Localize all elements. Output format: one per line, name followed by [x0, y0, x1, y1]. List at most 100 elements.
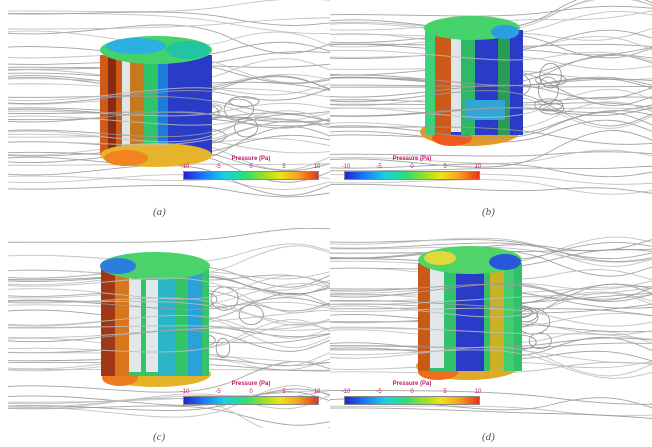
streamline	[8, 163, 330, 166]
streamline	[330, 149, 652, 164]
colorbar-title: Pressure (Pa)	[231, 156, 271, 162]
colorbar-tick: 10	[313, 164, 321, 170]
colorbar-tick: -10	[341, 164, 351, 170]
colorbar-tick: 5	[443, 164, 447, 170]
streamline	[330, 246, 652, 263]
colorbar-tick: 10	[313, 389, 321, 395]
colorbar-gradient	[344, 396, 480, 405]
streamline	[330, 361, 652, 374]
colorbar-tick: -10	[180, 164, 190, 170]
panel-d: Pressure (Pa) -10 -5 0 5 10	[330, 228, 652, 428]
streamline	[330, 283, 652, 308]
colorbar-tick: 0	[410, 389, 414, 395]
streamline	[330, 46, 652, 60]
streamline	[330, 241, 652, 263]
colorbar-ticks: -10 -5 0 5 10	[181, 164, 321, 171]
colorbar-gradient	[183, 171, 319, 180]
panel-c: Pressure (Pa) -10 -5 0 5 10	[8, 228, 330, 428]
streamline	[8, 184, 330, 198]
turbine-model	[416, 246, 522, 380]
streamline	[8, 41, 330, 57]
streamline	[8, 279, 330, 299]
streamline	[330, 54, 652, 70]
streamline	[8, 352, 330, 370]
wake-vortex	[234, 117, 259, 138]
streamline	[330, 163, 652, 178]
streamline	[330, 280, 652, 294]
streamline	[8, 11, 330, 26]
streamline	[330, 11, 652, 38]
streamline	[330, 88, 652, 118]
streamline	[330, 239, 652, 259]
colorbar-ticks: -10 -5 0 5 10	[342, 164, 482, 171]
streamline	[330, 346, 652, 377]
streamline	[330, 288, 652, 309]
streamline	[8, 24, 330, 54]
streamline	[330, 90, 652, 127]
streamline	[330, 43, 652, 47]
streamline	[330, 112, 652, 139]
streamline	[330, 107, 652, 110]
streamline	[330, 312, 652, 331]
colorbar-gradient	[183, 396, 319, 405]
turbine-model	[100, 252, 211, 387]
streamlines-front	[8, 275, 330, 353]
streamline	[330, 407, 652, 419]
streamline	[8, 397, 330, 428]
streamline	[8, 274, 330, 295]
turbine-model	[420, 16, 523, 146]
colorbar-tick: -5	[376, 164, 382, 170]
streamline	[8, 292, 330, 323]
caption-a: (a)	[153, 206, 166, 218]
streamline	[330, 337, 652, 349]
streamline	[8, 314, 330, 339]
caption-b: (b)	[482, 206, 495, 218]
streamline-render-a	[8, 0, 330, 198]
turbine-model	[100, 36, 212, 167]
streamline	[330, 49, 652, 62]
colorbar-tick: 5	[443, 389, 447, 395]
streamline	[8, 385, 330, 418]
streamline	[330, 267, 652, 281]
streamline	[330, 283, 652, 301]
streamline	[8, 243, 330, 263]
streamline	[8, 30, 330, 47]
streamline	[330, 249, 652, 277]
streamline	[330, 126, 652, 145]
streamline	[8, 111, 330, 129]
colorbar-tick: 0	[249, 389, 253, 395]
colorbar-tick: 10	[474, 164, 482, 170]
streamline	[330, 360, 652, 370]
streamline	[8, 297, 330, 310]
streamline	[330, 237, 652, 267]
streamline	[330, 179, 652, 195]
streamline	[8, 288, 330, 312]
colorbar-tick: 0	[410, 164, 414, 170]
streamline	[330, 248, 652, 254]
streamline	[8, 333, 330, 354]
streamline	[330, 326, 652, 340]
streamline	[8, 228, 330, 243]
streamline	[8, 362, 330, 372]
panel-b: Pressure (Pa) -10 -5 0 5 10	[330, 0, 652, 200]
caption-c: (c)	[153, 431, 166, 443]
streamline-render-c	[8, 228, 330, 428]
streamline	[8, 368, 330, 371]
wake-vortex	[539, 62, 562, 89]
streamline	[8, 17, 330, 30]
colorbar-title: Pressure (Pa)	[392, 156, 432, 162]
colorbar-tick: 0	[249, 164, 253, 170]
streamline	[8, 12, 330, 35]
streamline	[330, 405, 652, 417]
streamline	[8, 299, 330, 309]
colorbar-tick: 5	[282, 389, 286, 395]
streamline	[330, 318, 652, 336]
streamline	[330, 10, 652, 31]
colorbar-tick: -5	[215, 389, 221, 395]
caption-d: (d)	[482, 431, 495, 443]
streamline	[8, 275, 330, 300]
streamline	[330, 342, 652, 351]
streamline	[330, 390, 652, 405]
streamline	[330, 130, 652, 168]
streamline	[8, 283, 330, 308]
